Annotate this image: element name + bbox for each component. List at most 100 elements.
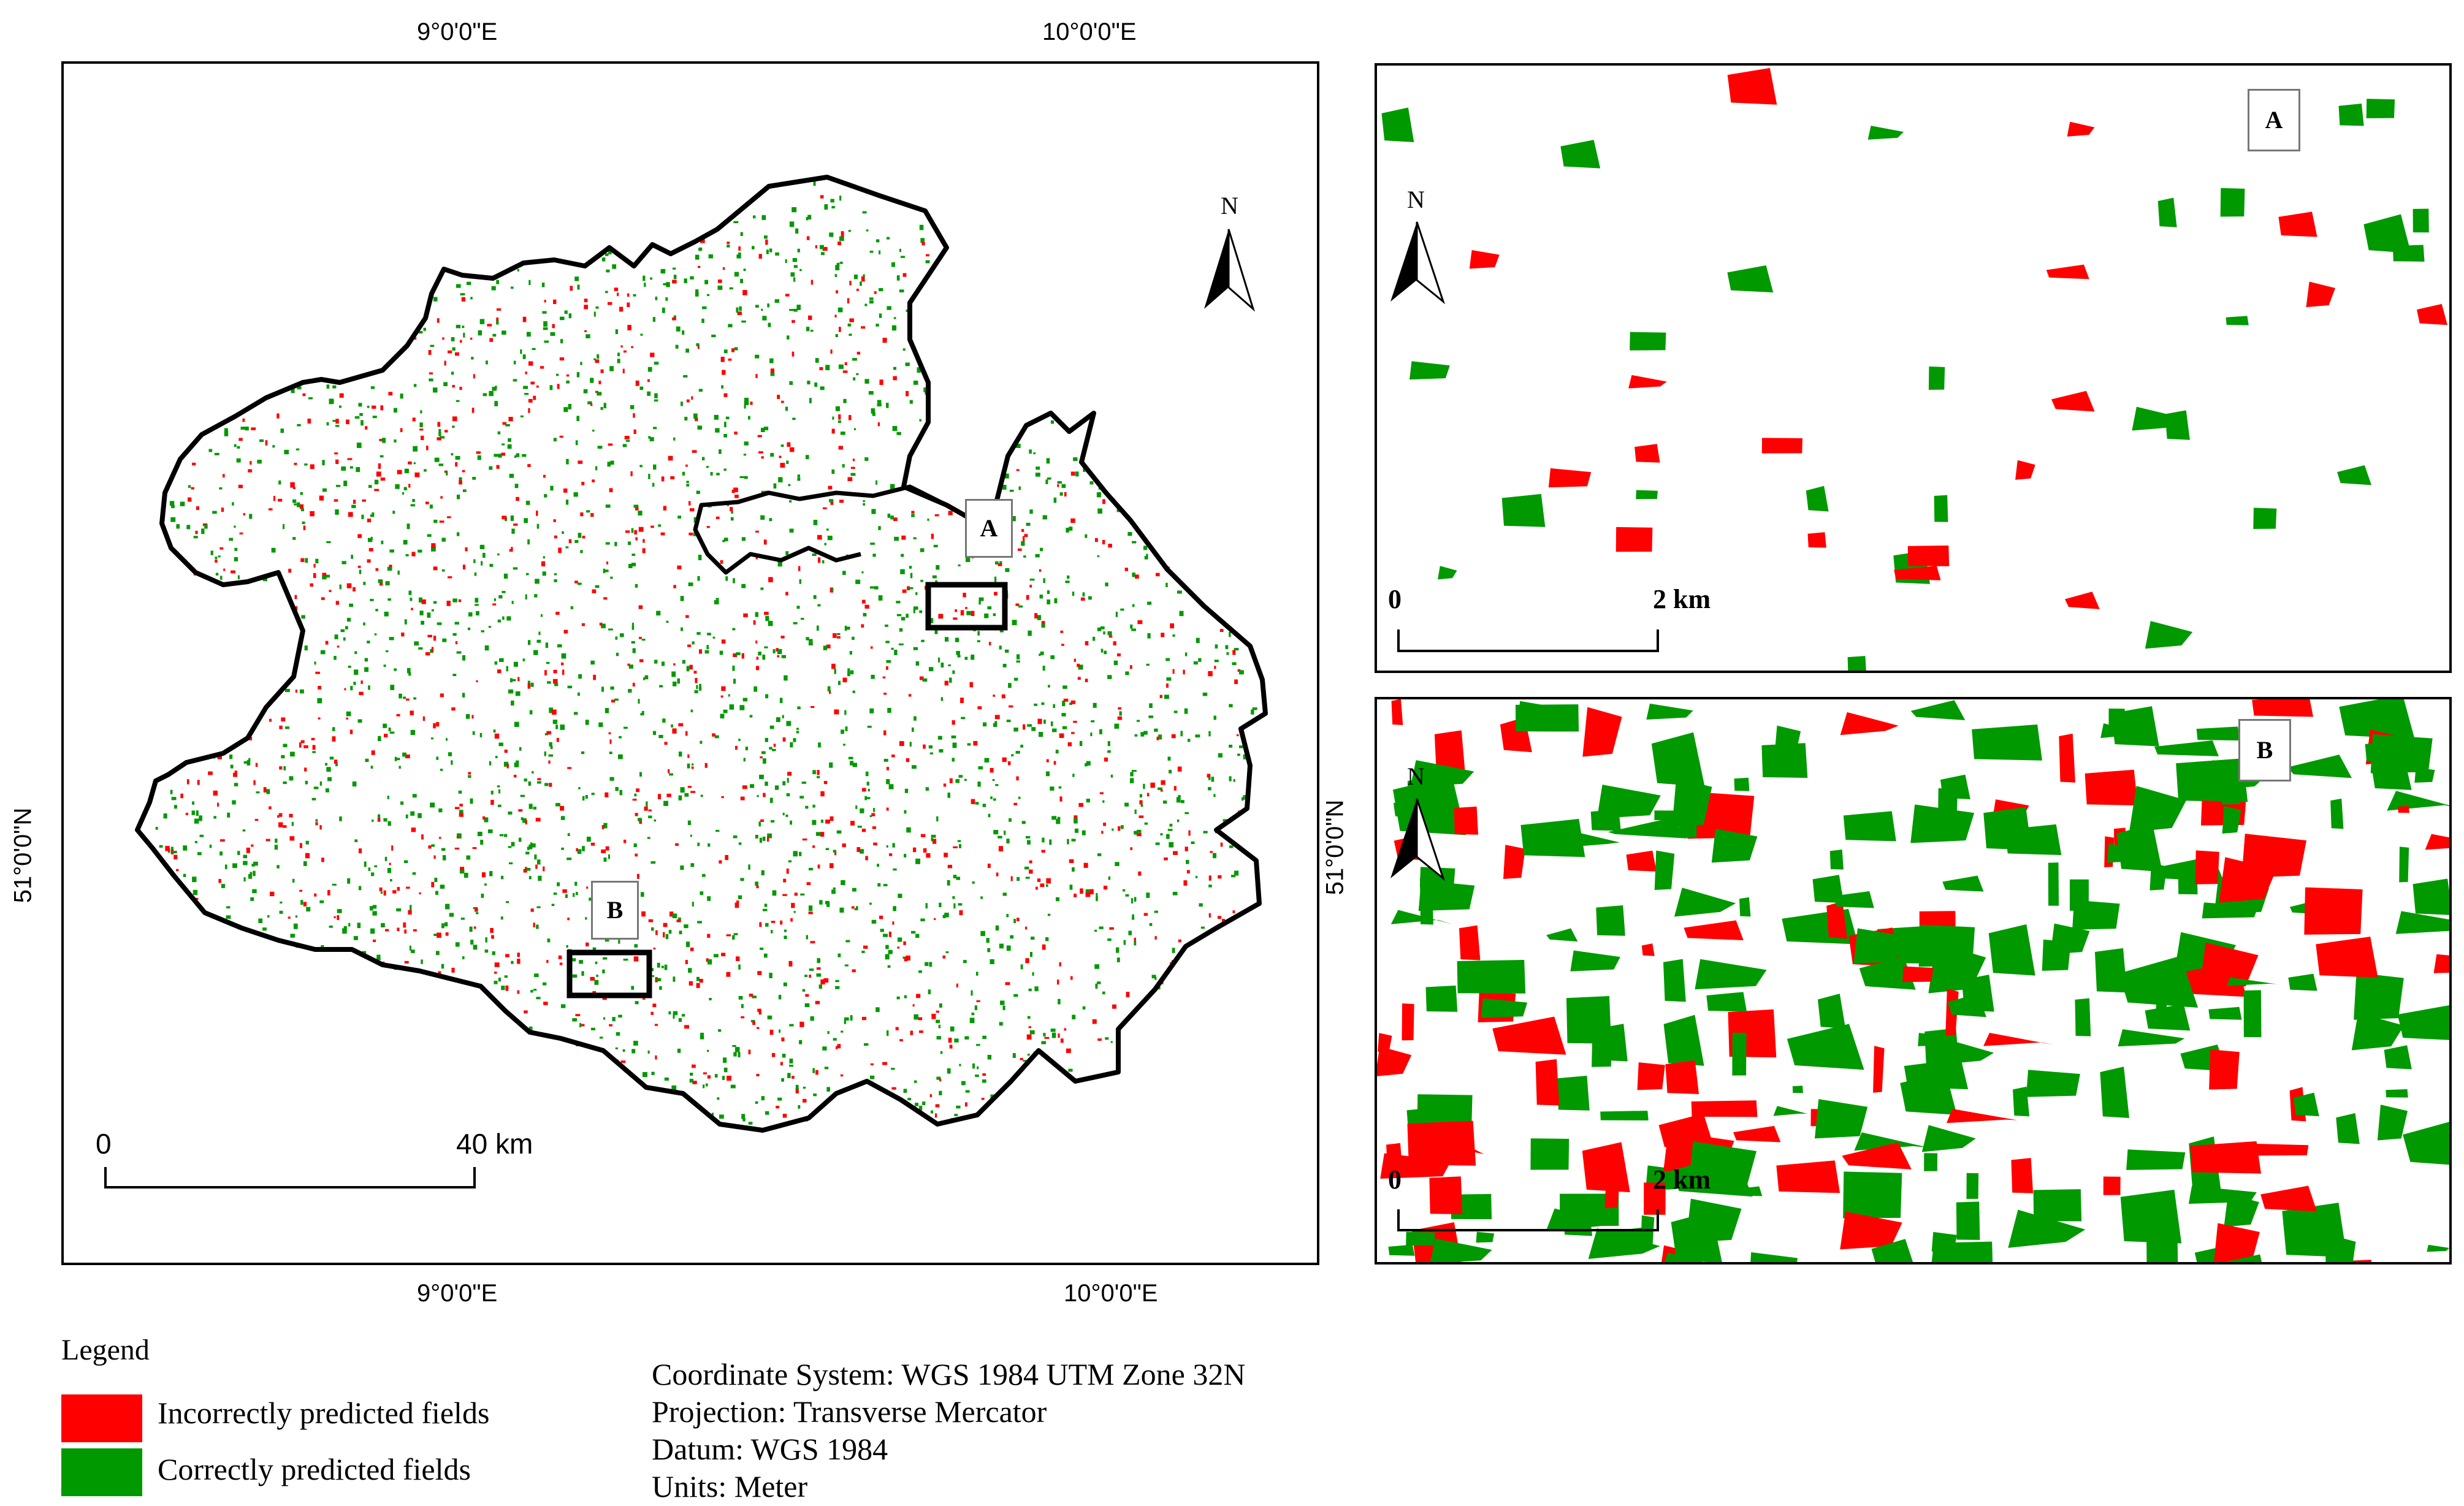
field-mark [459, 480, 462, 485]
field-mark [1139, 800, 1143, 805]
field-mark [631, 553, 636, 556]
field-mark [863, 500, 865, 503]
field-mark [1009, 818, 1012, 822]
field-mark [896, 275, 900, 281]
field-mark [1154, 910, 1158, 913]
field-mark [668, 930, 672, 934]
field-mark [793, 622, 798, 625]
field-mark [351, 504, 356, 508]
field-mark [456, 324, 461, 329]
field-mark [993, 613, 996, 617]
field-mark [283, 766, 286, 770]
field-mark [516, 760, 519, 763]
field-mark [511, 528, 515, 534]
field-mark [243, 513, 246, 515]
field-mark [809, 968, 814, 971]
field-mark [761, 1096, 765, 1101]
field-mark [734, 745, 738, 750]
field-mark [817, 534, 822, 540]
field-mark [1183, 669, 1185, 675]
field-mark [250, 897, 254, 901]
field-mark [609, 777, 614, 781]
field-mark [786, 721, 791, 726]
field-mark [425, 652, 430, 656]
field-mark [385, 929, 389, 932]
field-mark [642, 1072, 647, 1078]
field-mark [334, 499, 338, 502]
field-mark [1023, 555, 1026, 558]
field-mark [1001, 694, 1005, 699]
field-mark [451, 371, 454, 375]
field-mark [1143, 546, 1148, 550]
field-mark [392, 511, 395, 514]
field-polygon [2154, 740, 2219, 756]
field-mark [548, 754, 554, 757]
field-mark [299, 843, 302, 848]
field-mark [534, 594, 538, 598]
field-mark [723, 468, 727, 471]
field-mark [758, 451, 763, 454]
field-mark [757, 435, 762, 438]
field-mark [1218, 916, 1221, 919]
field-mark [683, 375, 688, 378]
field-mark [634, 530, 638, 535]
field-mark [757, 1027, 760, 1029]
field-polygon [1386, 1143, 1402, 1164]
units-text: Units: Meter [652, 1469, 808, 1504]
field-mark [700, 239, 705, 243]
field-mark [347, 458, 353, 460]
field-mark [796, 728, 799, 730]
field-mark [295, 689, 297, 693]
field-mark [396, 713, 400, 717]
field-mark [448, 752, 452, 756]
field-mark [741, 1004, 744, 1008]
field-mark [501, 452, 506, 456]
field-mark [840, 432, 845, 435]
field-mark [429, 504, 433, 509]
field-mark [935, 1104, 940, 1108]
field-mark [830, 199, 834, 203]
field-mark [1015, 443, 1021, 448]
field-mark [1095, 983, 1098, 989]
field-mark [195, 530, 198, 534]
field-mark [955, 609, 958, 612]
field-mark [864, 379, 869, 384]
field-mark [313, 572, 316, 579]
field-mark [940, 697, 944, 701]
field-mark [1193, 661, 1198, 665]
field-mark [1229, 704, 1233, 707]
field-mark [568, 403, 571, 409]
field-mark [478, 330, 482, 336]
field-mark [829, 863, 834, 869]
field-mark [1146, 892, 1150, 898]
field-polygon [1684, 920, 1744, 940]
field-mark [620, 345, 623, 348]
field-mark [672, 267, 676, 270]
field-mark [1094, 929, 1097, 932]
field-mark [564, 310, 568, 314]
field-mark [1199, 903, 1203, 907]
field-mark [341, 561, 346, 565]
field-mark [684, 278, 687, 283]
field-mark [243, 877, 246, 882]
field-mark [455, 455, 460, 460]
field-mark [664, 742, 668, 745]
field-mark [335, 509, 339, 515]
field-mark [534, 854, 537, 860]
field-mark [258, 918, 263, 924]
field-mark [351, 554, 353, 559]
field-mark [406, 667, 411, 674]
field-mark [394, 756, 397, 761]
field-polygon [2413, 208, 2429, 233]
field-mark [180, 793, 183, 799]
field-mark [524, 778, 527, 782]
field-mark [346, 583, 352, 588]
field-mark [812, 1068, 815, 1073]
field-mark [982, 1073, 986, 1076]
field-mark [1074, 828, 1079, 833]
field-mark [389, 731, 395, 734]
field-mark [648, 436, 651, 439]
field-mark [508, 417, 513, 422]
field-mark [655, 930, 658, 935]
field-mark [885, 641, 890, 644]
